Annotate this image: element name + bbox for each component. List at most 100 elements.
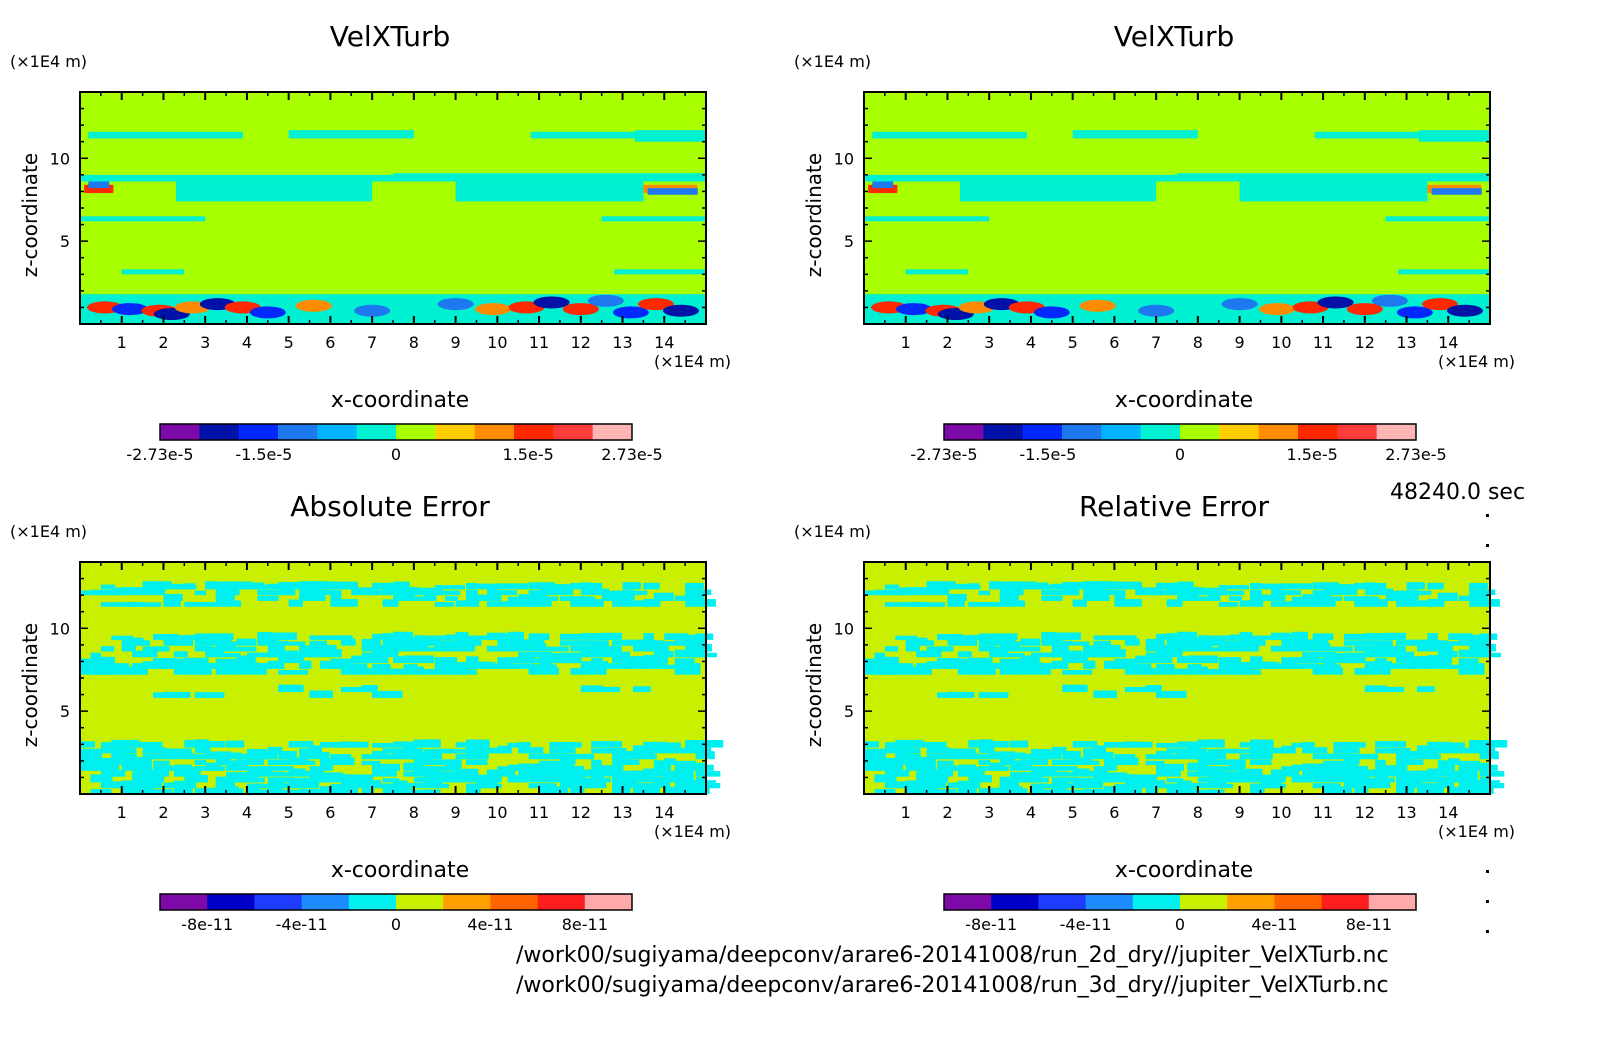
field-speckle — [916, 663, 932, 669]
field-speckle — [1260, 595, 1286, 601]
field-speckle — [100, 646, 115, 652]
field-speckle — [1124, 741, 1140, 748]
field-speckle — [1448, 786, 1462, 794]
field-speckle — [1093, 766, 1106, 771]
field-speckle — [497, 633, 517, 640]
field-eddy — [475, 303, 512, 316]
x-tick-label: 10 — [487, 803, 507, 822]
field-speckle — [905, 753, 921, 760]
field-speckle — [278, 581, 301, 590]
field-speckle — [989, 581, 1001, 590]
field-speckle — [497, 661, 512, 669]
colorbar-swatch — [1022, 424, 1063, 440]
field-speckle — [257, 771, 283, 777]
field-speckle — [1177, 780, 1192, 789]
field-eddy — [896, 303, 933, 316]
field-eddy — [1421, 298, 1458, 311]
field-speckle — [528, 643, 547, 652]
field-speckle — [1145, 644, 1164, 652]
field-speckle — [340, 581, 358, 590]
field-speckle — [1208, 770, 1227, 777]
field-speckle — [132, 663, 148, 669]
field-speckle — [1051, 650, 1082, 658]
y-tick-label: 5 — [844, 702, 854, 721]
field-speckle — [1427, 644, 1453, 652]
colorbar-swatch — [1038, 894, 1087, 910]
field-speckle — [1260, 759, 1272, 765]
field-speckle — [424, 589, 443, 596]
y-tick-label: 10 — [50, 149, 70, 168]
field-speckle — [968, 663, 981, 669]
field-speckle — [236, 668, 267, 675]
field-speckle — [1197, 596, 1219, 601]
colorbar-swatch — [254, 894, 303, 910]
field-speckle — [1281, 633, 1301, 640]
field-speckle — [132, 650, 158, 658]
colorbar-swatch — [356, 424, 397, 440]
field-speckle — [559, 652, 591, 658]
field-speckle — [674, 640, 692, 646]
field-speckle — [361, 788, 375, 794]
field-speckle — [1385, 741, 1400, 748]
field-speckle — [1469, 663, 1485, 669]
field-speckle — [184, 634, 201, 640]
y-tick-label: 10 — [834, 149, 854, 168]
field-speckle — [1218, 657, 1242, 664]
field-speckle — [372, 768, 397, 777]
field-speckle — [1020, 759, 1049, 765]
field-speckle — [1416, 640, 1448, 646]
colorbar-swatch — [348, 894, 397, 910]
field-speckle — [999, 757, 1015, 765]
field-speckle — [559, 656, 578, 664]
field-band — [1072, 130, 1198, 139]
x-tick-label: 12 — [1355, 803, 1375, 822]
field-speckle — [413, 758, 434, 765]
field-speckle — [1124, 781, 1144, 789]
field-speckle — [393, 631, 413, 640]
colorbar-swatch — [991, 894, 1039, 910]
field-band — [530, 131, 644, 139]
field-speckle — [1062, 633, 1075, 640]
x-tick-label: 14 — [654, 803, 674, 822]
field-speckle — [1416, 770, 1433, 777]
field-speckle — [1427, 633, 1438, 640]
field-band — [288, 130, 414, 139]
field-speckle — [132, 771, 150, 777]
field-speckle — [1385, 645, 1406, 652]
field-speckle — [1135, 667, 1156, 675]
field-speckle — [142, 646, 161, 652]
field-speckle — [267, 777, 294, 783]
field-speckle — [267, 583, 280, 590]
field-speckle — [476, 595, 502, 601]
field-speckle — [1250, 583, 1262, 590]
field-speckle — [1375, 775, 1388, 783]
field-speckle — [528, 774, 559, 783]
field-speckle — [153, 760, 170, 765]
field-speckle — [434, 602, 455, 607]
field-speckle — [999, 592, 1019, 601]
field-speckle — [1030, 748, 1052, 754]
field-speckle — [1156, 743, 1183, 748]
y-axis-label: z-coordinate — [802, 152, 826, 278]
field-speckle — [1375, 782, 1391, 789]
field-speckle — [1083, 753, 1097, 760]
field-speckle — [382, 586, 401, 596]
x-tick-label: 13 — [612, 333, 632, 352]
field-speckle — [1437, 782, 1455, 789]
field-speckle — [372, 783, 402, 789]
field-speckle — [226, 740, 245, 748]
field-speckle — [1083, 660, 1096, 669]
field-speckle — [226, 772, 244, 777]
field-speckle — [215, 600, 242, 607]
field-speckle — [142, 587, 166, 596]
field-speckle — [1041, 662, 1058, 669]
field-speckle — [1093, 789, 1105, 794]
field-eddy — [1259, 303, 1296, 316]
field-speckle — [309, 745, 322, 754]
field-speckle — [591, 759, 602, 765]
field-speckle — [622, 582, 641, 590]
field-speckle — [559, 640, 585, 646]
field-speckle — [330, 599, 358, 607]
